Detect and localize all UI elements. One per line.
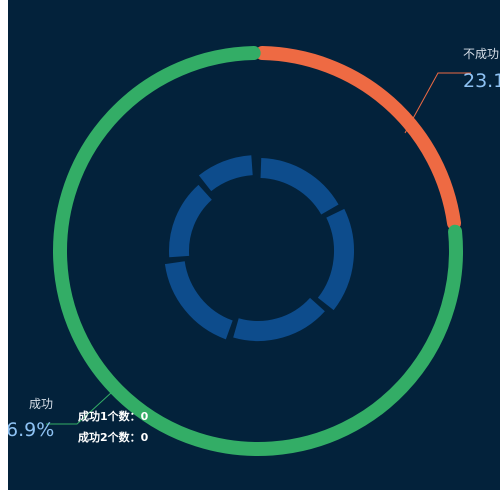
slice-label-fail: 不成功 bbox=[463, 47, 499, 61]
chart-area: 不成功 23.1 成功 6.9% 成功1个数：0 成功2个数：0 bbox=[8, 0, 500, 490]
inner-ring-segment-3 bbox=[233, 297, 325, 341]
info-line-1: 成功1个数：0 bbox=[78, 409, 149, 423]
inner-ring-segment-6 bbox=[198, 155, 254, 192]
slice-percent-fail: 23.1 bbox=[463, 70, 500, 92]
slice-label-success: 成功 bbox=[29, 397, 53, 411]
leader-line-success bbox=[46, 391, 113, 425]
inner-ring-segment-4 bbox=[164, 260, 234, 340]
donut-slice-success[interactable] bbox=[53, 46, 463, 456]
info-line-2: 成功2个数：0 bbox=[78, 430, 149, 444]
leader-line-fail bbox=[404, 72, 471, 134]
inner-ring-segment-1 bbox=[260, 158, 339, 215]
inner-ring-segment-5 bbox=[169, 184, 213, 258]
donut-slice-fail[interactable] bbox=[255, 46, 462, 231]
donut-chart: 不成功 23.1 成功 6.9% 成功1个数：0 成功2个数：0 bbox=[8, 46, 500, 456]
inner-ring-segment-2 bbox=[317, 208, 354, 311]
slice-percent-success: 6.9% bbox=[8, 419, 54, 441]
